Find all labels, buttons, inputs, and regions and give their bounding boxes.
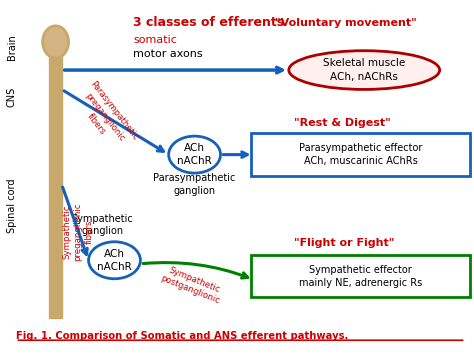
Text: somatic: somatic <box>133 35 177 45</box>
Text: Parasympathetic
ganglion: Parasympathetic ganglion <box>154 173 236 196</box>
Text: ACh
nAChR: ACh nAChR <box>177 143 212 166</box>
Ellipse shape <box>45 28 66 56</box>
Text: Sympathetic effector
mainly NE, adrenergic Rs: Sympathetic effector mainly NE, adrenerg… <box>299 264 422 288</box>
Text: Skeletal muscle
ACh, nAChRs: Skeletal muscle ACh, nAChRs <box>323 59 405 82</box>
Bar <box>49 29 62 318</box>
FancyBboxPatch shape <box>251 133 470 176</box>
Text: Sympathetic
preganglionic
fibers: Sympathetic preganglionic fibers <box>62 203 93 261</box>
Text: "Voluntary movement": "Voluntary movement" <box>275 17 417 28</box>
Text: CNS: CNS <box>7 86 17 106</box>
Text: ACh
nAChR: ACh nAChR <box>97 248 132 272</box>
Text: Spinal cord: Spinal cord <box>7 179 17 233</box>
Ellipse shape <box>42 25 69 59</box>
FancyBboxPatch shape <box>251 255 470 297</box>
Text: Parasympathetic effector
ACh, muscarinic AChRs: Parasympathetic effector ACh, muscarinic… <box>299 143 422 166</box>
Ellipse shape <box>289 51 439 89</box>
Text: Brain: Brain <box>7 34 17 60</box>
Text: Sympathetic
postganglionic: Sympathetic postganglionic <box>159 264 225 306</box>
Text: Parasympathetic
preganglionic
fibers: Parasympathetic preganglionic fibers <box>71 80 139 156</box>
Text: "Rest & Digest": "Rest & Digest" <box>293 118 390 128</box>
Text: motor axons: motor axons <box>133 49 203 59</box>
Text: Fig. 1. Comparison of Somatic and ANS efferent pathways.: Fig. 1. Comparison of Somatic and ANS ef… <box>16 331 348 341</box>
Ellipse shape <box>169 136 220 173</box>
Ellipse shape <box>89 242 140 279</box>
Text: Sympathetic
ganglion: Sympathetic ganglion <box>72 214 134 236</box>
Text: "Flight or Fight": "Flight or Fight" <box>293 237 394 248</box>
Text: 3 classes of efferents: 3 classes of efferents <box>133 16 284 29</box>
